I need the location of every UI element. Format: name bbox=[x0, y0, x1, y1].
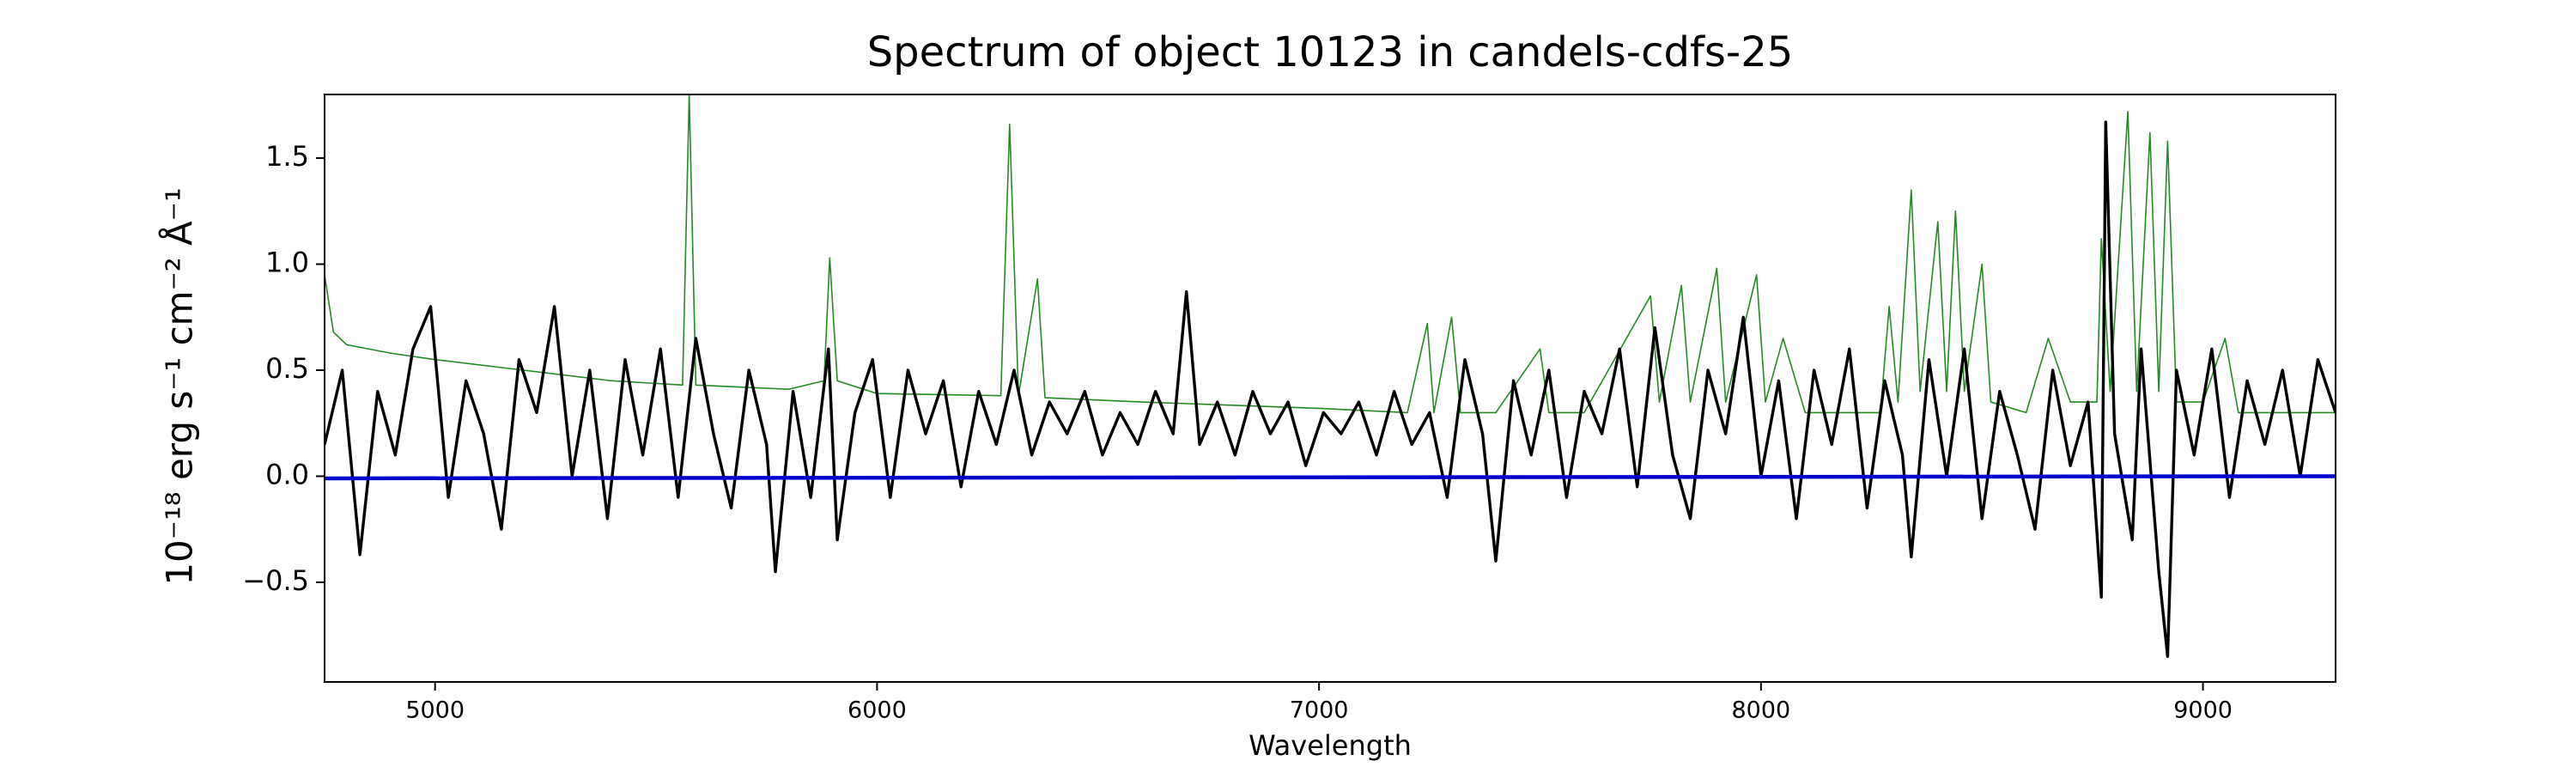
x-tick-label: 7000 bbox=[1290, 697, 1349, 724]
plot-frame bbox=[324, 94, 2336, 683]
y-tick-label: −0.5 bbox=[242, 564, 309, 597]
y-axis-label: 10⁻¹⁸ erg s⁻¹ cm⁻² Å⁻¹ bbox=[158, 187, 201, 585]
x-axis-label: Wavelength bbox=[1249, 729, 1412, 762]
y-tick-label: 0.0 bbox=[265, 458, 309, 490]
y-tick-label: 1.0 bbox=[265, 247, 309, 279]
spectrum-line bbox=[325, 94, 2336, 414]
spectrum-line bbox=[325, 120, 2336, 659]
chart-title: Spectrum of object 10123 in candels-cdfs… bbox=[867, 28, 1794, 76]
x-tick-label: 9000 bbox=[2173, 697, 2233, 724]
x-tick-label: 5000 bbox=[405, 697, 465, 724]
spectrum-line bbox=[325, 474, 2336, 481]
x-tick-label: 8000 bbox=[1731, 697, 1790, 724]
x-tick-label: 6000 bbox=[848, 697, 907, 724]
y-tick-label: 0.5 bbox=[265, 352, 309, 385]
y-tick-label: 1.5 bbox=[265, 140, 309, 173]
